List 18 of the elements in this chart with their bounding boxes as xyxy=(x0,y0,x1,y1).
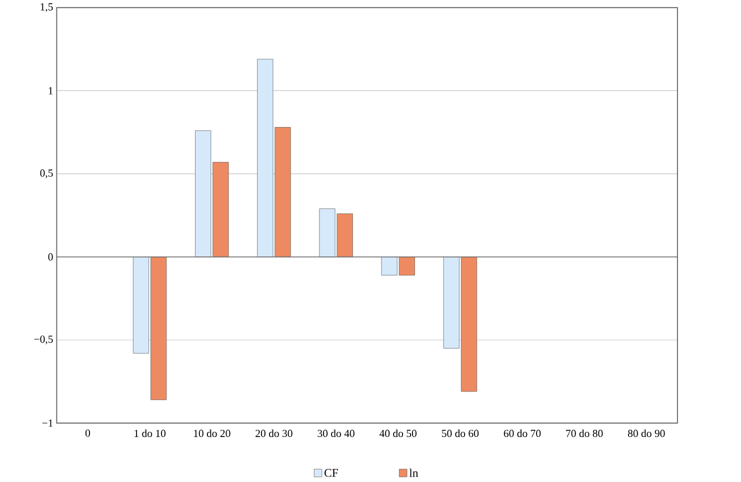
x-tick-label: 50 do 60 xyxy=(442,429,479,437)
y-tick-label: 0,5 xyxy=(40,169,53,178)
x-tick-label: 10 do 20 xyxy=(194,429,230,437)
x-tick-label: 40 do 50 xyxy=(380,429,417,437)
x-tick-label: 80 do 90 xyxy=(628,429,665,437)
x-tick-label: 60 do 70 xyxy=(504,429,541,437)
x-tick-label: 1 do 10 xyxy=(134,429,166,437)
x-tick-label: 0 xyxy=(85,429,90,437)
y-tick-label: −0,5 xyxy=(34,335,53,344)
legend-label: ln xyxy=(409,468,418,477)
x-tick-label: 30 do 40 xyxy=(318,429,354,437)
y-tick-label: 0 xyxy=(48,253,53,260)
y-tick-label: −1 xyxy=(42,419,53,427)
x-tick-label: 70 do 80 xyxy=(566,429,603,437)
y-tick-label: 1 xyxy=(48,87,53,94)
legend-label: CF xyxy=(324,468,338,477)
y-tick-label: 1,5 xyxy=(40,3,53,12)
x-tick-label: 20 do 30 xyxy=(256,429,292,437)
